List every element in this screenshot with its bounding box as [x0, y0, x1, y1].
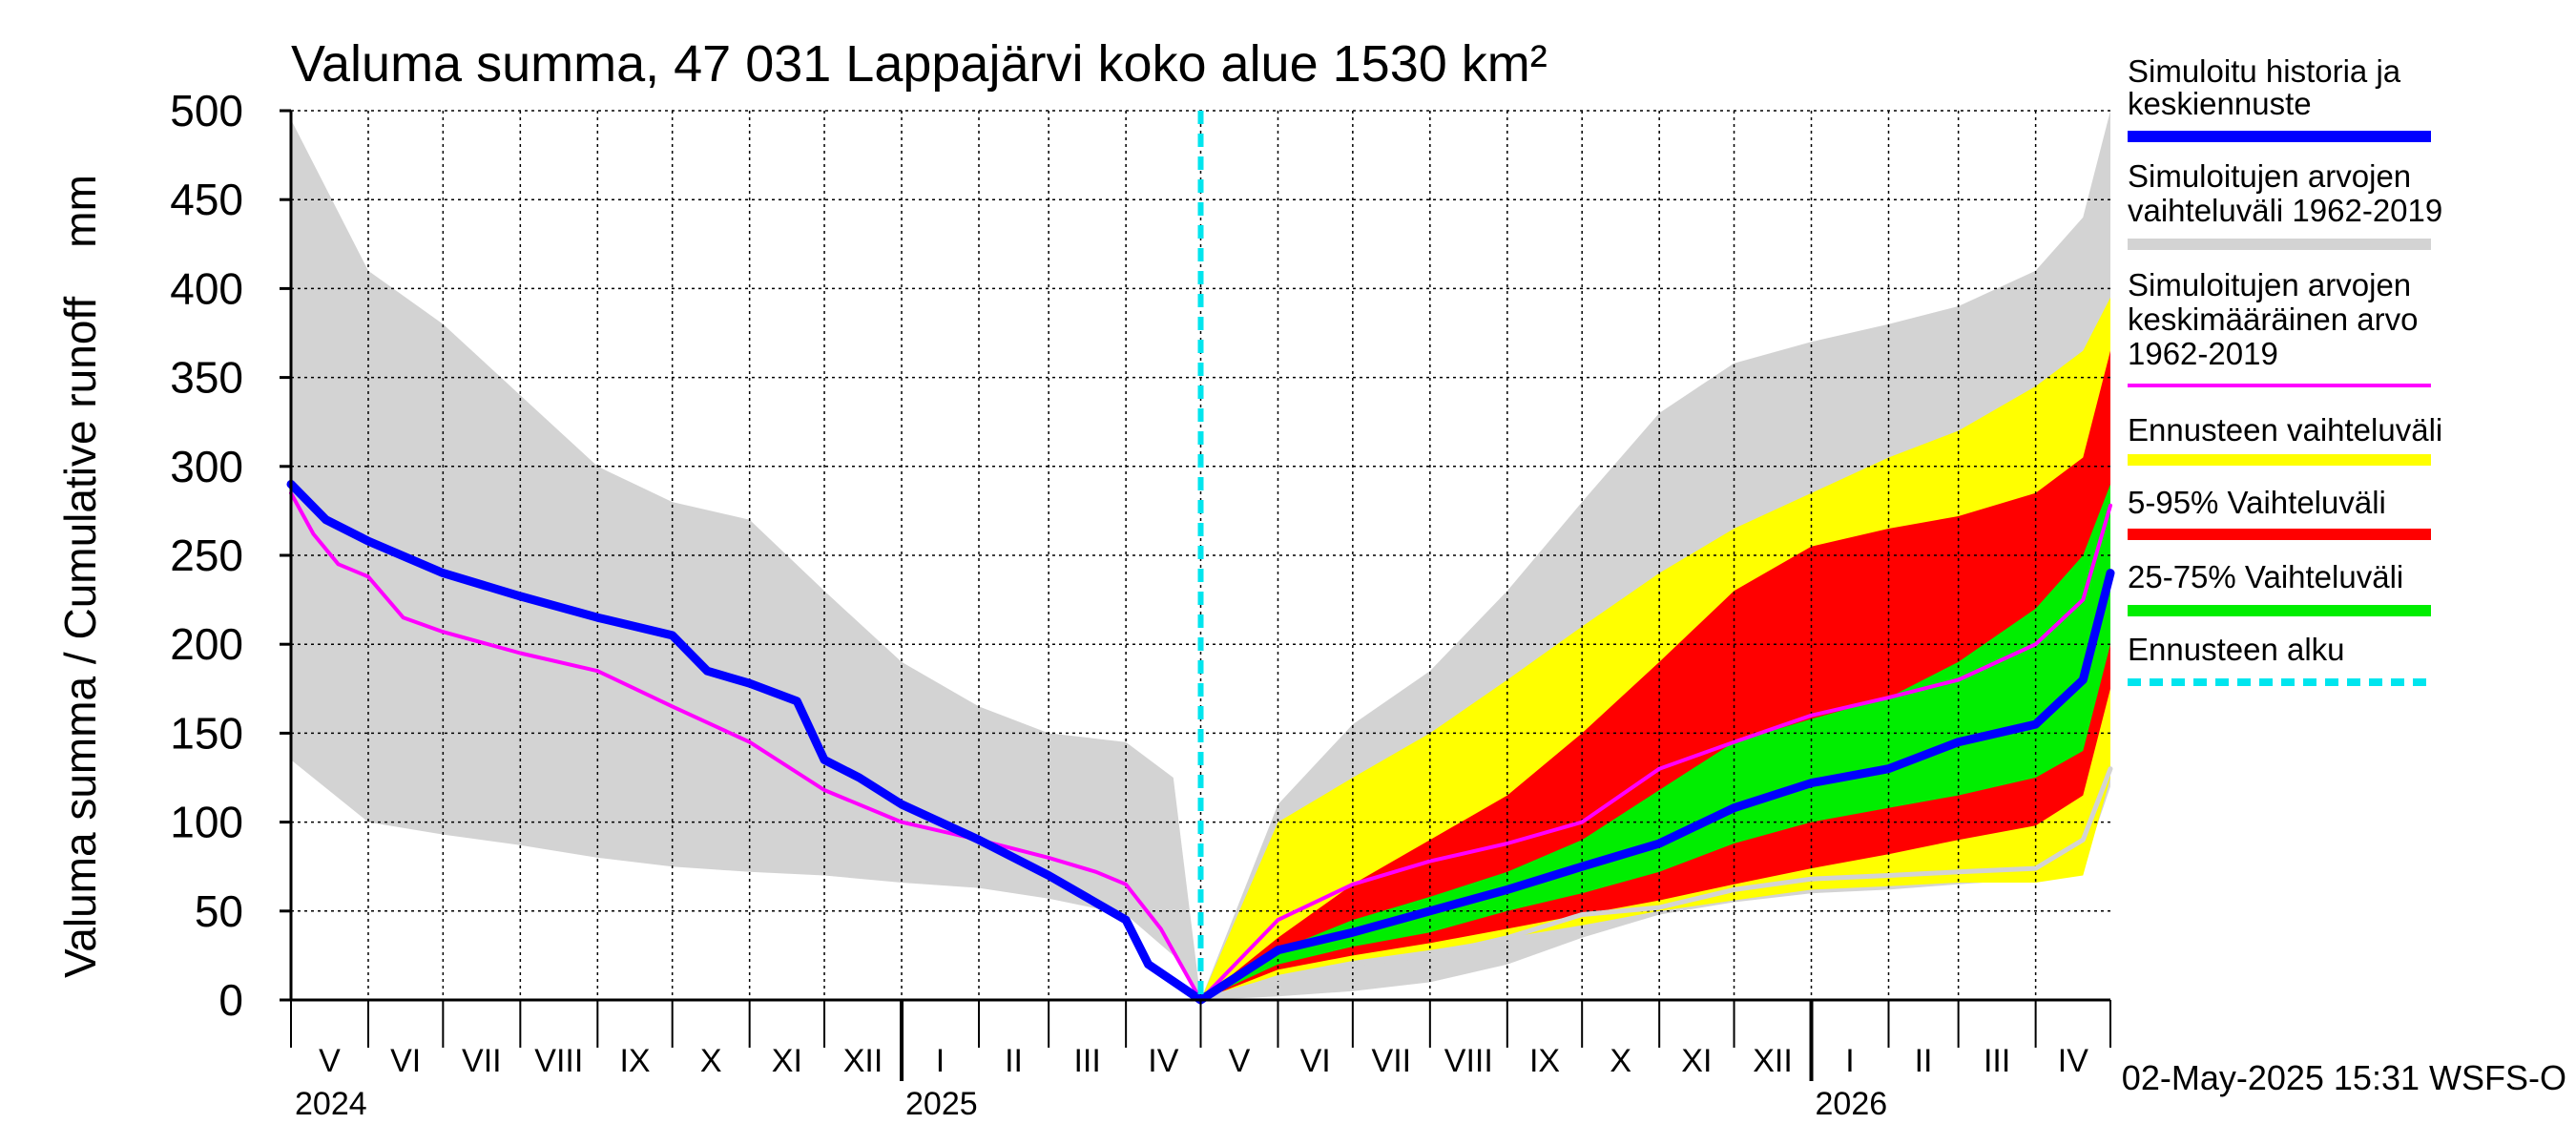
y-tick-label-50: 50: [195, 886, 243, 936]
month-label-4: VIII: [534, 1043, 583, 1079]
y-tick-label-200: 200: [170, 619, 243, 669]
month-label-22: II: [1915, 1043, 1933, 1079]
month-label-11: III: [1073, 1043, 1100, 1079]
month-label-3: VII: [462, 1043, 502, 1079]
month-label-17: IX: [1529, 1043, 1560, 1079]
month-label-20: XII: [1753, 1043, 1793, 1079]
legend-label-3-line-2: keskimääräinen arvo: [2128, 302, 2418, 337]
y-tick-label-350: 350: [170, 353, 243, 403]
legend-label-1-line-1: Simuloitu historia ja: [2128, 53, 2401, 89]
month-label-7: XI: [772, 1043, 802, 1079]
legend-label-1-line-2: keskiennuste: [2128, 86, 2312, 121]
y-tick-label-450: 450: [170, 175, 243, 224]
legend-label-5-line-1: 5-95% Vaihteluväli: [2128, 485, 2386, 520]
month-label-10: II: [1005, 1043, 1023, 1079]
line-simuloitujen-arvojen-keskim-r-inen-arvo-1962-2019: [289, 490, 2112, 1002]
line-simuloitujen-arvojen-vaihteluv-li-1962-2019-alaraja: [1198, 766, 2113, 1003]
month-label-5: IX: [619, 1043, 650, 1079]
year-label-2026: 2026: [1816, 1086, 1888, 1122]
line-simuloitu-historia-ja-keskiennuste: [286, 479, 2115, 1005]
grid-layer: [291, 110, 2110, 1000]
month-label-16: VIII: [1444, 1043, 1493, 1079]
month-label-24: IV: [2058, 1043, 2088, 1079]
y-tick-label-0: 0: [218, 975, 243, 1025]
month-label-14: VI: [1300, 1043, 1331, 1079]
legend-label-4-line-1: Ennusteen vaihteluväli: [2128, 412, 2442, 448]
y-tick-label-100: 100: [170, 798, 243, 847]
legend-label-3-line-1: Simuloitujen arvojen: [2128, 267, 2411, 302]
month-label-8: XII: [843, 1043, 883, 1079]
y-tick-label-150: 150: [170, 708, 243, 758]
month-label-21: I: [1845, 1043, 1854, 1079]
month-label-18: X: [1610, 1043, 1631, 1079]
legend-label-3-line-3: 1962-2019: [2128, 336, 2278, 371]
y-axis-label: Valuma summa / Cumulative runoff mm: [55, 175, 105, 978]
lines-layer: [286, 111, 2115, 1005]
band-5-95-vaihteluv-li: [1200, 350, 2110, 1001]
month-label-19: XI: [1681, 1043, 1712, 1079]
month-label-13: V: [1229, 1043, 1251, 1079]
month-label-23: III: [1984, 1043, 2010, 1079]
legend-label-7-line-1: Ennusteen alku: [2128, 632, 2345, 667]
y-tick-label-400: 400: [170, 263, 243, 313]
y-tick-label-250: 250: [170, 531, 243, 580]
month-label-15: VII: [1372, 1043, 1412, 1079]
legend-label-2-line-2: vaihteluväli 1962-2019: [2128, 193, 2442, 228]
legend-label-2-line-1: Simuloitujen arvojen: [2128, 158, 2411, 194]
chart-title: Valuma summa, 47 031 Lappajärvi koko alu…: [291, 35, 1548, 93]
month-label-12: IV: [1148, 1043, 1178, 1079]
month-label-6: X: [700, 1043, 722, 1079]
month-label-1: V: [319, 1043, 341, 1079]
y-tick-label-300: 300: [170, 442, 243, 491]
y-tick-label-500: 500: [170, 86, 243, 135]
legend-label-6-line-1: 25-75% Vaihteluväli: [2128, 559, 2403, 594]
month-label-9: I: [936, 1043, 945, 1079]
year-label-2025: 2025: [905, 1086, 978, 1122]
month-label-2: VI: [390, 1043, 421, 1079]
year-label-2024: 2024: [295, 1086, 367, 1122]
timestamp: 02-May-2025 15:31 WSFS-O: [2122, 1058, 2566, 1097]
